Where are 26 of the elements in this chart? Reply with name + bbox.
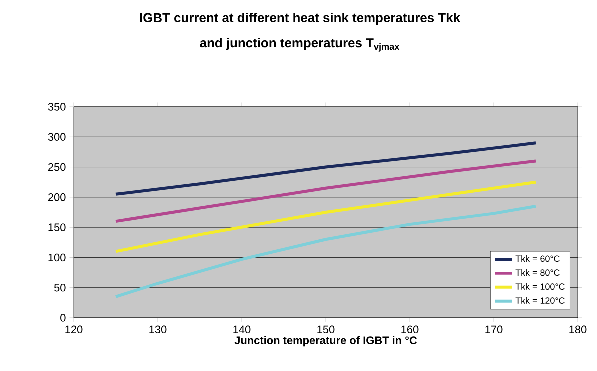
y-tick-label: 50 bbox=[54, 284, 66, 292]
line-series bbox=[114, 180, 538, 254]
legend-label: Tkk = 60°C bbox=[516, 255, 560, 262]
legend-label: Tkk = 80°C bbox=[516, 269, 560, 276]
x-tick-label: 140 bbox=[234, 326, 251, 334]
y-tick-label: 250 bbox=[48, 163, 66, 172]
line-series bbox=[114, 142, 538, 196]
line-series bbox=[114, 160, 538, 224]
chart-subtitle: and junction temperatures T$_{vjmax}$ bbox=[200, 38, 400, 52]
y-tick-label: 0 bbox=[60, 314, 66, 322]
y-tick-label: 100 bbox=[48, 254, 66, 262]
y-tick-label: 200 bbox=[48, 194, 66, 202]
x-tick-label: 130 bbox=[150, 326, 167, 334]
x-tick-label: 160 bbox=[402, 326, 419, 334]
y-tick-label: 350 bbox=[48, 103, 66, 111]
x-axis-title: Junction temperature of IGBT in °C bbox=[234, 336, 418, 347]
legend-label: Tkk = 120°C bbox=[516, 297, 565, 304]
legend-label: Tkk = 100°C bbox=[516, 283, 565, 290]
x-tick-label: 180 bbox=[570, 326, 587, 334]
line-series bbox=[114, 204, 538, 298]
y-tick-label: 150 bbox=[48, 224, 66, 232]
x-tick-label: 120 bbox=[66, 326, 83, 334]
x-tick-label: 170 bbox=[486, 326, 503, 334]
y-tick-label: 300 bbox=[48, 133, 66, 142]
chart-title: IGBT current at different heat sink temperatures Tkk bbox=[140, 12, 460, 26]
x-tick-label: 150 bbox=[318, 326, 335, 334]
